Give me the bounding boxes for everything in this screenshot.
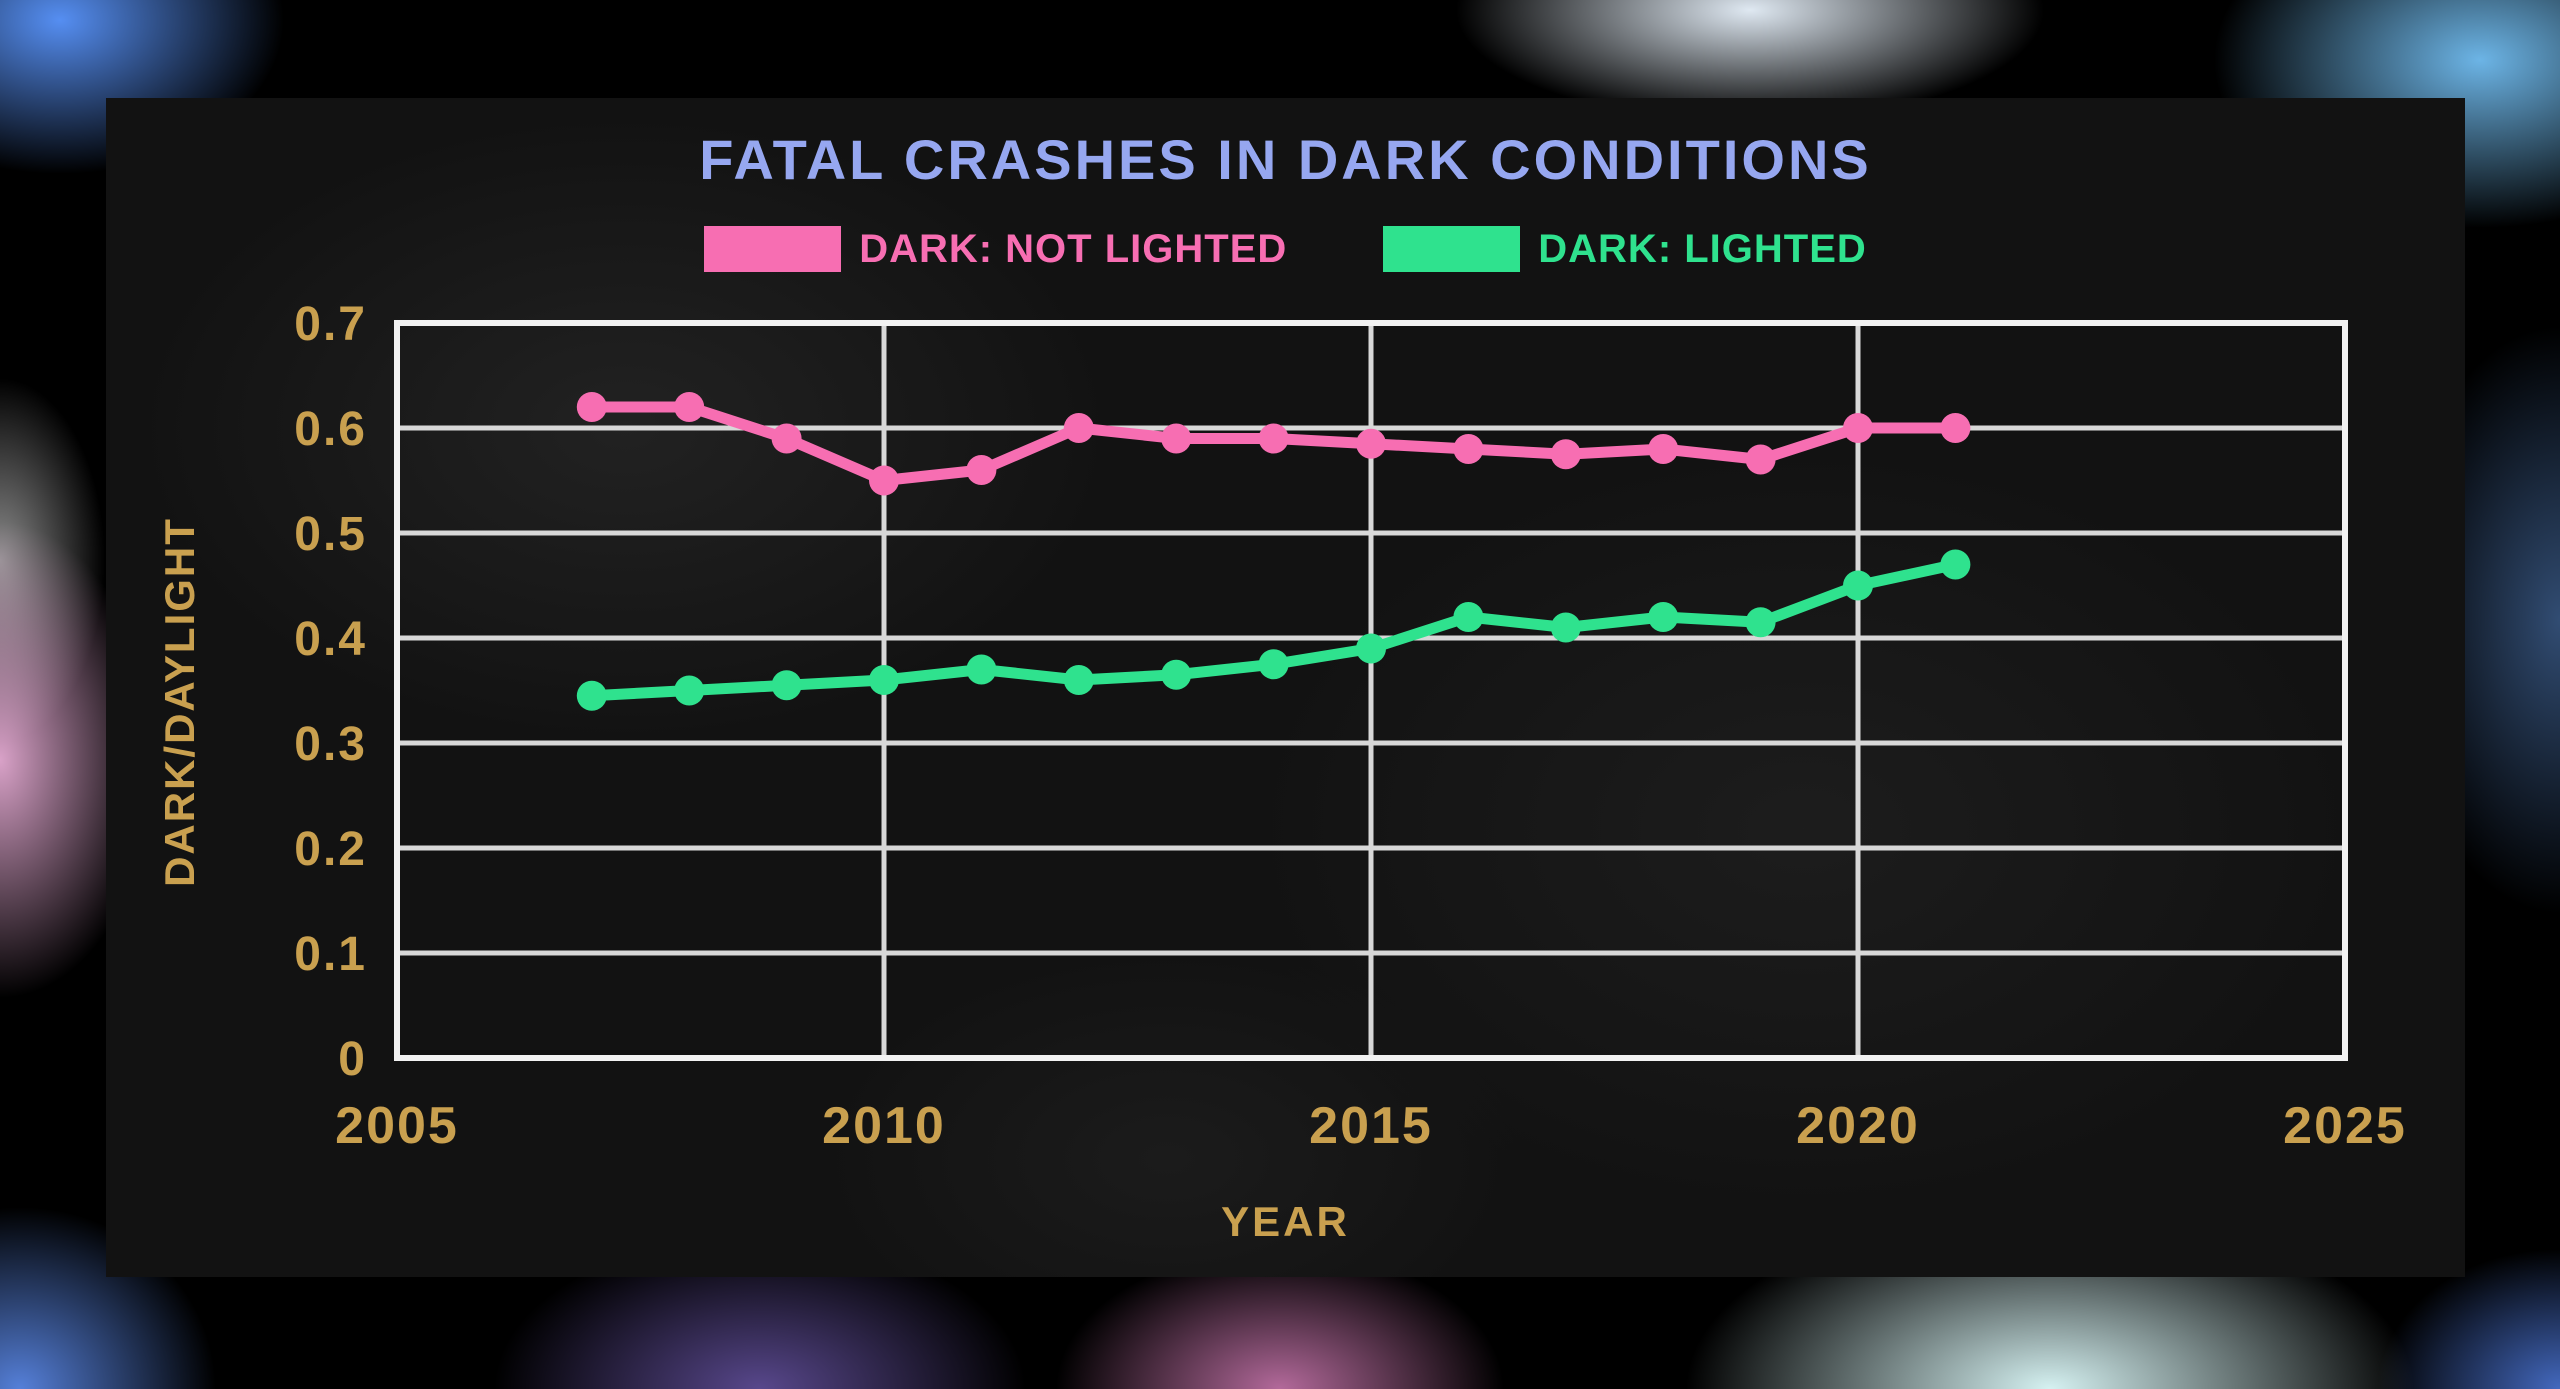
legend-item-lighted: DARK: LIGHTED <box>1383 226 1867 272</box>
data-point <box>771 423 802 454</box>
data-point <box>1453 434 1484 464</box>
data-point <box>1648 434 1679 464</box>
data-point <box>1648 602 1679 632</box>
data-point <box>1258 423 1289 454</box>
data-point <box>674 675 705 706</box>
data-point <box>1745 444 1776 475</box>
data-point <box>1063 413 1094 443</box>
legend: DARK: NOT LIGHTED DARK: LIGHTED <box>106 226 2465 272</box>
plot-area: 0 0.1 0.2 0.3 0.4 0.5 0.6 0.7 2005 2010 2015 2020 20… <box>294 298 2407 1155</box>
data-point <box>576 392 607 422</box>
data-point <box>1550 439 1581 470</box>
data-point <box>1940 413 1971 443</box>
legend-item-not-lighted: DARK: NOT LIGHTED <box>704 226 1287 272</box>
x-tick-label: 2020 <box>1796 1097 1920 1155</box>
legend-swatch-not-lighted <box>704 226 842 272</box>
legend-label-lighted: DARK: LIGHTED <box>1538 227 1867 271</box>
data-point <box>869 665 899 695</box>
legend-swatch-lighted <box>1383 226 1521 272</box>
data-point <box>1843 570 1873 601</box>
data-point <box>869 465 899 496</box>
y-tick-label: 0.2 <box>294 823 367 876</box>
x-tick-label: 2010 <box>822 1097 946 1155</box>
data-point <box>1258 649 1289 680</box>
legend-label-not-lighted: DARK: NOT LIGHTED <box>859 227 1288 271</box>
y-tick-label: 0.5 <box>294 508 367 561</box>
data-point <box>966 654 997 685</box>
y-tick-label: 0.1 <box>294 928 367 981</box>
data-point <box>771 670 802 701</box>
data-point <box>1161 423 1192 454</box>
data-point <box>1940 549 1971 580</box>
data-point <box>576 680 607 711</box>
plot-border <box>394 320 2348 1061</box>
data-point <box>1453 602 1484 632</box>
x-tick-label: 2005 <box>335 1097 459 1155</box>
x-axis-label: YEAR <box>1221 1198 1350 1245</box>
data-point <box>1745 607 1776 638</box>
data-point <box>1843 413 1873 443</box>
data-point <box>1063 665 1094 695</box>
y-axis-label: DARK/DAYLIGHT <box>156 517 203 887</box>
data-point <box>1550 612 1581 643</box>
data-point <box>966 455 997 485</box>
data-point <box>1356 633 1386 664</box>
chart-title: FATAL CRASHES IN DARK CONDITIONS <box>699 128 1872 191</box>
y-tick-label: 0.6 <box>294 403 367 456</box>
data-point <box>674 392 705 422</box>
chart-panel: FATAL CRASHES IN DARK CONDITIONS DARK: N… <box>106 98 2465 1277</box>
x-tick-label: 2015 <box>1309 1097 1433 1155</box>
y-tick-label: 0.4 <box>294 613 367 666</box>
y-tick-label: 0 <box>338 1033 367 1086</box>
x-tick-label: 2025 <box>2283 1097 2407 1155</box>
data-point <box>1356 428 1386 459</box>
data-point <box>1161 659 1192 690</box>
y-tick-label: 0.7 <box>294 298 367 351</box>
y-tick-label: 0.3 <box>294 718 367 771</box>
